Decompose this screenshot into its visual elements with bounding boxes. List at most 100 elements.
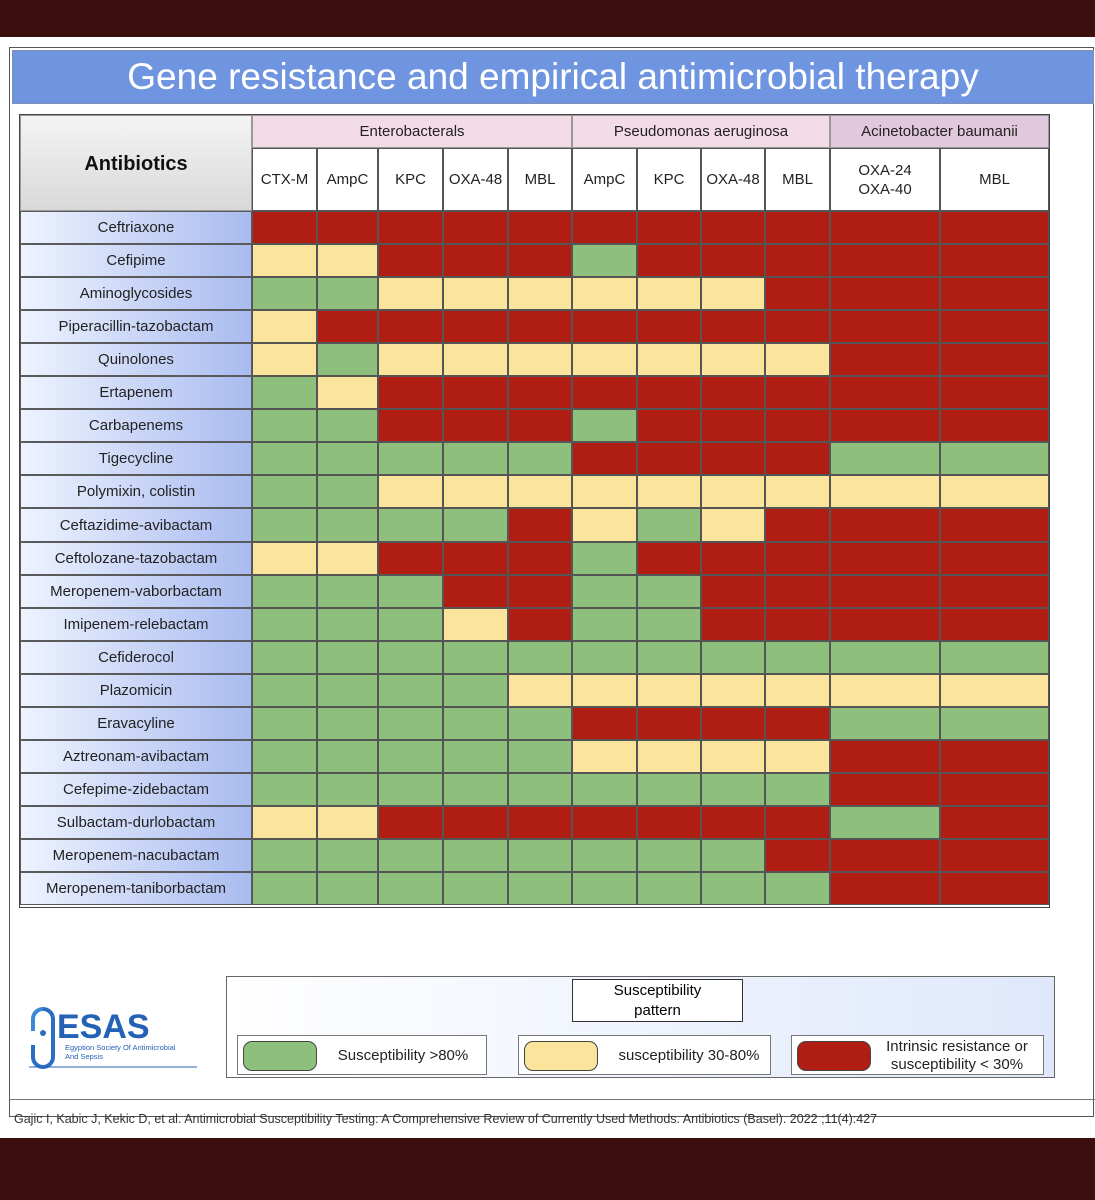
susceptibility-cell xyxy=(508,740,572,773)
logo-subtitle: Egyption Society Of Antimicrobial And Se… xyxy=(65,1043,176,1061)
susceptibility-cell xyxy=(252,277,317,310)
susceptibility-cell xyxy=(637,244,701,277)
susceptibility-cell xyxy=(252,872,317,905)
susceptibility-cell xyxy=(252,409,317,442)
gene-header: KPC xyxy=(637,148,701,211)
susceptibility-cell xyxy=(317,475,378,508)
antibiotic-label: Sulbactam-durlobactam xyxy=(20,806,252,839)
antibiotic-label: Ertapenem xyxy=(20,376,252,409)
susceptibility-cell xyxy=(443,475,508,508)
susceptibility-cell xyxy=(443,575,508,608)
susceptibility-cell xyxy=(252,740,317,773)
susceptibility-cell xyxy=(443,608,508,641)
susceptibility-cell xyxy=(508,674,572,707)
antibiotic-label: Meropenem-taniborbactam xyxy=(20,872,252,905)
susceptibility-cell xyxy=(940,608,1049,641)
susceptibility-cell xyxy=(830,343,940,376)
legend-item-mid: susceptibility 30-80% xyxy=(518,1035,771,1075)
antibiotic-label: Eravacyline xyxy=(20,707,252,740)
susceptibility-cell xyxy=(378,211,443,244)
susceptibility-cell xyxy=(940,641,1049,674)
susceptibility-cell xyxy=(765,740,830,773)
group-enterobacterals: Enterobacterals xyxy=(252,115,572,148)
susceptibility-cell xyxy=(830,409,940,442)
antibiotic-label: Polymixin, colistin xyxy=(20,475,252,508)
susceptibility-cell xyxy=(572,839,637,872)
susceptibility-cell xyxy=(940,575,1049,608)
susceptibility-cell xyxy=(701,608,765,641)
gene-header: AmpC xyxy=(317,148,378,211)
susceptibility-cell xyxy=(765,211,830,244)
antibiotic-label: Aminoglycosides xyxy=(20,277,252,310)
susceptibility-cell xyxy=(701,575,765,608)
susceptibility-cell xyxy=(378,608,443,641)
susceptibility-cell xyxy=(378,508,443,542)
susceptibility-cell xyxy=(765,277,830,310)
susceptibility-cell xyxy=(572,508,637,542)
susceptibility-cell xyxy=(378,244,443,277)
susceptibility-cell xyxy=(443,508,508,542)
susceptibility-cell xyxy=(940,806,1049,839)
susceptibility-cell xyxy=(252,641,317,674)
susceptibility-cell xyxy=(508,773,572,806)
susceptibility-cell xyxy=(317,806,378,839)
susceptibility-cell xyxy=(572,244,637,277)
susceptibility-cell xyxy=(572,674,637,707)
susceptibility-cell xyxy=(443,773,508,806)
susceptibility-cell xyxy=(701,839,765,872)
susceptibility-cell xyxy=(830,740,940,773)
susceptibility-cell xyxy=(765,343,830,376)
susceptibility-cell xyxy=(701,707,765,740)
susceptibility-cell xyxy=(317,740,378,773)
susceptibility-cell xyxy=(378,740,443,773)
susceptibility-cell xyxy=(443,310,508,343)
susceptibility-cell xyxy=(830,641,940,674)
legend-swatch-green xyxy=(243,1041,317,1071)
legend-item-low: Intrinsic resistance or susceptibility <… xyxy=(791,1035,1044,1075)
susceptibility-cell xyxy=(701,508,765,542)
susceptibility-cell xyxy=(508,608,572,641)
susceptibility-cell xyxy=(252,674,317,707)
page-title: Gene resistance and empirical antimicrob… xyxy=(12,50,1094,104)
susceptibility-cell xyxy=(317,575,378,608)
legend-item-high: Susceptibility >80% xyxy=(237,1035,487,1075)
susceptibility-cell xyxy=(701,442,765,475)
susceptibility-cell xyxy=(572,872,637,905)
susceptibility-cell xyxy=(508,475,572,508)
susceptibility-cell xyxy=(572,641,637,674)
susceptibility-cell xyxy=(765,310,830,343)
susceptibility-cell xyxy=(765,409,830,442)
antibiotic-label: Cefepime-zidebactam xyxy=(20,773,252,806)
susceptibility-cell xyxy=(637,343,701,376)
susceptibility-cell xyxy=(572,409,637,442)
susceptibility-cell xyxy=(508,508,572,542)
antibiotic-label: Quinolones xyxy=(20,343,252,376)
susceptibility-cell xyxy=(443,674,508,707)
gene-header: OXA-24 OXA-40 xyxy=(830,148,940,211)
susceptibility-cell xyxy=(508,575,572,608)
susceptibility-cell xyxy=(443,542,508,575)
susceptibility-cell xyxy=(317,542,378,575)
susceptibility-cell xyxy=(508,376,572,409)
susceptibility-cell xyxy=(317,773,378,806)
susceptibility-cell xyxy=(252,442,317,475)
susceptibility-cell xyxy=(317,641,378,674)
susceptibility-cell xyxy=(637,575,701,608)
susceptibility-cell xyxy=(637,839,701,872)
susceptibility-cell xyxy=(637,442,701,475)
susceptibility-cell xyxy=(940,244,1049,277)
susceptibility-cell xyxy=(252,542,317,575)
susceptibility-cell xyxy=(443,211,508,244)
susceptibility-cell xyxy=(637,740,701,773)
susceptibility-cell xyxy=(252,376,317,409)
susceptibility-cell xyxy=(940,740,1049,773)
gene-header: MBL xyxy=(508,148,572,211)
susceptibility-cell xyxy=(765,244,830,277)
susceptibility-cell xyxy=(765,475,830,508)
susceptibility-cell xyxy=(940,542,1049,575)
susceptibility-cell xyxy=(508,442,572,475)
susceptibility-cell xyxy=(940,211,1049,244)
susceptibility-cell xyxy=(701,773,765,806)
susceptibility-cell xyxy=(443,442,508,475)
susceptibility-cell xyxy=(572,707,637,740)
